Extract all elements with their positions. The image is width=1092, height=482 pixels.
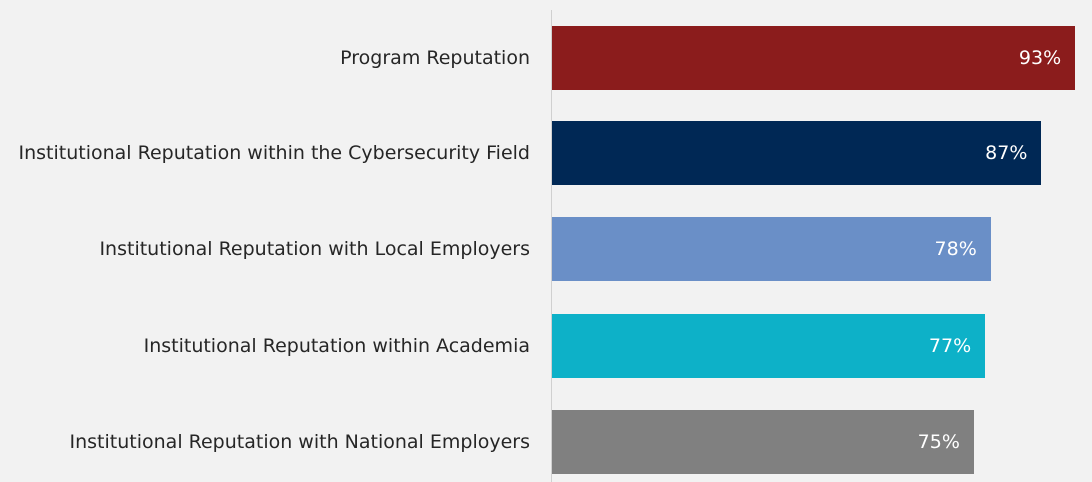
bar: 87% [552,121,1042,185]
category-label: Institutional Reputation with Local Empl… [0,217,530,281]
category-text: Program Reputation [340,47,530,69]
bar: 77% [552,314,986,378]
category-label: Institutional Reputation within Academia [0,314,530,378]
value-label: 77% [928,335,972,357]
category-text: Institutional Reputation with National E… [69,431,530,453]
bar: 78% [552,217,991,281]
category-text: Institutional Reputation within the Cybe… [18,142,530,164]
value-label: 78% [934,238,977,260]
value-label: 87% [985,142,1028,164]
axis-line [551,10,552,482]
category-text: Institutional Reputation with Local Empl… [99,238,530,260]
value-label: 75% [917,431,960,453]
bar: 93% [552,26,1076,90]
category-label: Institutional Reputation within the Cybe… [0,121,530,185]
bar: 75% [552,410,974,474]
value-label: 93% [1018,47,1062,69]
category-label: Institutional Reputation with National E… [0,410,530,474]
category-label: Program Reputation [0,26,530,90]
category-text: Institutional Reputation within Academia [143,335,530,357]
